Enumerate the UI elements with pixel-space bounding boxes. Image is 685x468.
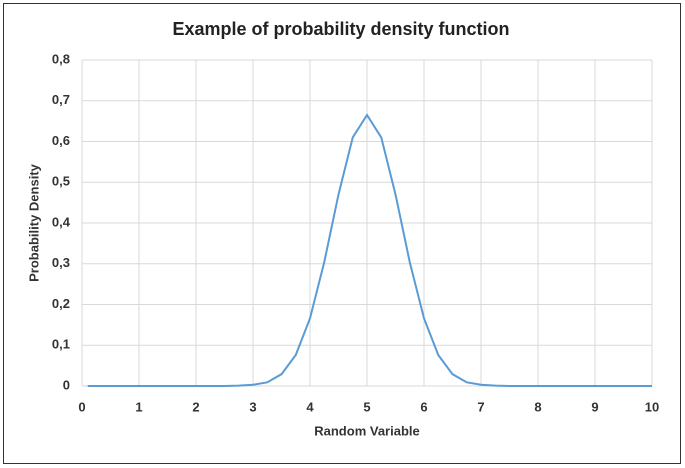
chart-frame [3,3,681,464]
x-tick-label: 3 [249,399,256,414]
x-tick-label: 6 [420,399,427,414]
chart-title: Example of probability density function [172,19,509,39]
data-line [87,113,652,387]
y-tick-label: 0,2 [52,296,70,311]
x-tick-label: 9 [591,399,598,414]
x-tick-label: 2 [192,399,199,414]
y-tick-label: 0,8 [52,51,70,66]
y-axis-label: Probability Density [26,163,41,282]
x-tick-label: 0 [78,399,85,414]
y-tick-label: 0,1 [52,337,70,352]
y-tick-label: 0 [63,377,70,392]
x-tick-label: 10 [645,399,659,414]
x-tick-label: 1 [135,399,142,414]
y-tick-label: 0,5 [52,174,70,189]
x-axis-label: Random Variable [314,423,419,438]
x-tick-label: 8 [534,399,541,414]
x-tick-label: 7 [477,399,484,414]
x-tick-label: 4 [306,399,314,414]
y-tick-label: 0,6 [52,133,70,148]
x-tick-label: 5 [363,399,370,414]
y-tick-label: 0,4 [52,214,71,229]
y-tick-label: 0,7 [52,92,70,107]
y-tick-label: 0,3 [52,255,70,270]
